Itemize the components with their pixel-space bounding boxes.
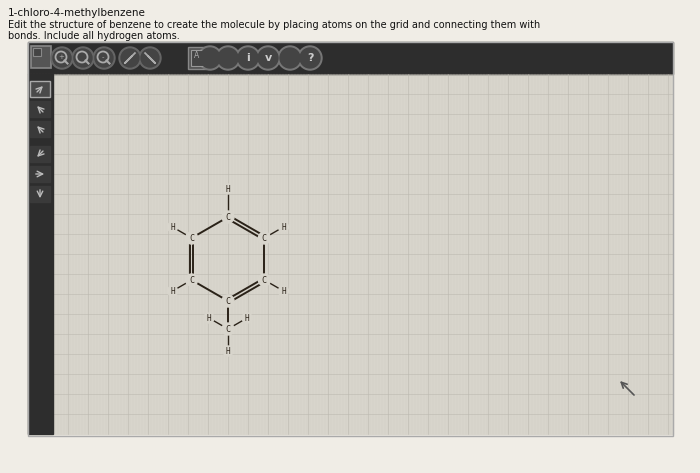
Circle shape bbox=[186, 232, 197, 244]
Circle shape bbox=[256, 46, 280, 70]
Text: v: v bbox=[265, 53, 272, 63]
Bar bbox=[31, 46, 51, 68]
Circle shape bbox=[139, 47, 161, 69]
Text: A: A bbox=[195, 52, 200, 61]
Bar bbox=[30, 81, 50, 97]
Text: H: H bbox=[170, 222, 175, 231]
Circle shape bbox=[242, 313, 252, 323]
Circle shape bbox=[279, 222, 288, 232]
Circle shape bbox=[95, 49, 113, 67]
Circle shape bbox=[223, 184, 233, 194]
Bar bbox=[30, 186, 50, 202]
Circle shape bbox=[141, 49, 159, 67]
Circle shape bbox=[298, 46, 322, 70]
Circle shape bbox=[238, 48, 258, 68]
Circle shape bbox=[258, 232, 270, 244]
Circle shape bbox=[167, 222, 178, 232]
Bar bbox=[30, 101, 50, 117]
Bar bbox=[191, 50, 203, 66]
Bar bbox=[188, 47, 206, 69]
Circle shape bbox=[167, 286, 178, 296]
Circle shape bbox=[186, 274, 197, 286]
Text: bonds. Include all hydrogen atoms.: bonds. Include all hydrogen atoms. bbox=[8, 31, 180, 41]
Text: 1-chloro-4-methylbenzene: 1-chloro-4-methylbenzene bbox=[8, 8, 146, 18]
Text: C: C bbox=[262, 275, 267, 284]
Circle shape bbox=[278, 46, 302, 70]
Text: H: H bbox=[225, 184, 230, 193]
Bar bbox=[33, 48, 41, 56]
Text: C: C bbox=[225, 297, 230, 306]
Circle shape bbox=[51, 47, 73, 69]
Bar bbox=[28, 42, 673, 74]
Circle shape bbox=[222, 211, 234, 223]
Circle shape bbox=[93, 47, 115, 69]
Circle shape bbox=[198, 46, 222, 70]
Circle shape bbox=[200, 48, 220, 68]
Text: C: C bbox=[225, 212, 230, 221]
Bar bbox=[28, 42, 673, 436]
Circle shape bbox=[222, 323, 234, 335]
Circle shape bbox=[279, 286, 288, 296]
Text: H: H bbox=[245, 314, 249, 323]
Polygon shape bbox=[57, 52, 69, 64]
Bar bbox=[30, 146, 50, 162]
Circle shape bbox=[119, 47, 141, 69]
Bar bbox=[28, 74, 53, 434]
Text: Edit the structure of benzene to create the molecule by placing atoms on the gri: Edit the structure of benzene to create … bbox=[8, 20, 540, 30]
Text: C: C bbox=[189, 234, 194, 243]
Circle shape bbox=[72, 47, 94, 69]
Circle shape bbox=[218, 48, 238, 68]
Text: C: C bbox=[262, 234, 267, 243]
Circle shape bbox=[258, 48, 278, 68]
Text: -: - bbox=[102, 54, 104, 60]
Circle shape bbox=[222, 295, 234, 307]
Circle shape bbox=[223, 346, 233, 356]
Circle shape bbox=[204, 313, 214, 323]
Circle shape bbox=[53, 49, 71, 67]
Circle shape bbox=[280, 48, 300, 68]
Circle shape bbox=[74, 49, 92, 67]
Polygon shape bbox=[54, 49, 72, 67]
Bar bbox=[30, 121, 50, 137]
Circle shape bbox=[236, 46, 260, 70]
Bar bbox=[30, 166, 50, 182]
Circle shape bbox=[300, 48, 320, 68]
Bar bbox=[30, 81, 50, 97]
Text: ?: ? bbox=[307, 53, 314, 63]
Text: C: C bbox=[189, 275, 194, 284]
Text: +: + bbox=[58, 54, 64, 60]
Text: i: i bbox=[246, 53, 250, 63]
Circle shape bbox=[258, 274, 270, 286]
Text: H: H bbox=[170, 287, 175, 296]
Text: H: H bbox=[281, 222, 286, 231]
Circle shape bbox=[216, 46, 240, 70]
Text: H: H bbox=[225, 347, 230, 356]
Text: H: H bbox=[206, 314, 211, 323]
Text: C: C bbox=[225, 324, 230, 333]
Bar bbox=[28, 74, 673, 434]
Text: H: H bbox=[281, 287, 286, 296]
Circle shape bbox=[121, 49, 139, 67]
